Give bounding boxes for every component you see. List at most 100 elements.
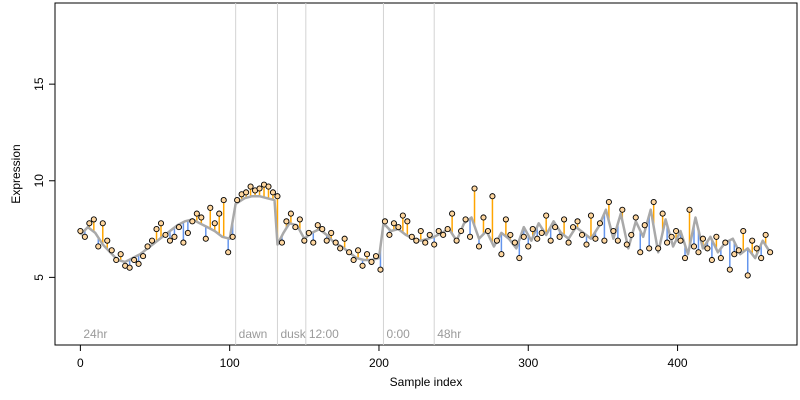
- data-points: [77, 181, 774, 279]
- data-point: [646, 245, 653, 252]
- y-tick-label: 15: [32, 77, 46, 91]
- data-point: [637, 249, 644, 256]
- plot-frame: [54, 2, 798, 346]
- data-point: [471, 185, 478, 192]
- data-point: [368, 258, 375, 265]
- data-point: [753, 245, 760, 252]
- data-point: [655, 245, 662, 252]
- data-point: [95, 243, 102, 250]
- data-point: [166, 237, 174, 244]
- data-point: [614, 237, 621, 244]
- data-point: [525, 243, 532, 250]
- data-point: [444, 226, 451, 233]
- data-point: [296, 216, 303, 223]
- data-point: [229, 233, 236, 240]
- data-point: [565, 239, 572, 246]
- data-point: [583, 241, 590, 248]
- data-point: [538, 229, 545, 236]
- data-point: [359, 262, 366, 269]
- data-point: [346, 249, 353, 256]
- fit-line: [79, 194, 772, 264]
- data-point: [681, 255, 689, 262]
- data-point: [153, 226, 160, 233]
- data-point: [489, 193, 496, 200]
- data-point: [605, 198, 612, 206]
- data-point: [417, 227, 424, 235]
- data-point: [502, 216, 509, 223]
- data-point: [453, 237, 460, 244]
- data-point: [265, 183, 272, 190]
- phase-label: 48hr: [437, 327, 461, 341]
- data-point: [148, 237, 156, 244]
- data-point: [399, 212, 406, 219]
- data-point: [435, 227, 442, 235]
- phase-label: dusk: [280, 327, 306, 341]
- data-point: [431, 241, 438, 248]
- data-point: [767, 249, 774, 256]
- data-point: [117, 251, 124, 258]
- data-point: [498, 251, 505, 258]
- data-point: [596, 220, 603, 227]
- data-point: [104, 237, 111, 244]
- data-point: [466, 233, 474, 240]
- y-axis-title: Expression: [9, 144, 23, 203]
- data-point: [713, 233, 720, 240]
- data-point: [668, 233, 675, 240]
- data-point: [632, 214, 639, 221]
- data-point: [386, 231, 393, 238]
- data-point: [372, 253, 380, 260]
- data-point: [762, 231, 769, 238]
- data-point: [390, 220, 397, 227]
- data-point: [695, 249, 702, 256]
- data-point: [677, 237, 684, 244]
- data-point: [556, 233, 563, 240]
- data-point: [623, 241, 630, 248]
- data-point: [475, 243, 483, 250]
- data-point: [292, 224, 299, 231]
- data-point: [162, 231, 169, 238]
- data-point: [690, 243, 698, 250]
- data-point: [408, 233, 415, 240]
- data-point: [157, 220, 165, 227]
- data-point: [731, 251, 738, 258]
- phase-label: 12:00: [309, 327, 339, 341]
- data-point: [350, 256, 357, 264]
- data-point: [574, 218, 581, 225]
- data-point: [323, 237, 330, 244]
- x-axis: 0 100 200 300 400: [77, 345, 688, 370]
- data-point: [189, 218, 196, 225]
- data-point: [516, 255, 523, 262]
- phase-label: dawn: [239, 327, 268, 341]
- data-point: [552, 224, 559, 231]
- data-point: [520, 233, 527, 240]
- data-point: [758, 255, 765, 262]
- data-point: [319, 226, 326, 233]
- y-axis: 5 10 15: [32, 77, 55, 281]
- data-point: [234, 197, 241, 204]
- data-point: [310, 239, 317, 246]
- data-point: [493, 237, 500, 244]
- x-tick-label: 0: [77, 356, 84, 370]
- data-point: [332, 239, 339, 246]
- data-point: [699, 235, 706, 242]
- data-point: [735, 247, 742, 254]
- data-point: [717, 255, 724, 262]
- data-point: [301, 237, 308, 244]
- data-point: [126, 264, 133, 271]
- data-point: [283, 218, 290, 225]
- data-point: [529, 226, 536, 233]
- data-point: [113, 256, 120, 264]
- data-point: [108, 247, 115, 254]
- data-point: [202, 235, 209, 242]
- data-point: [547, 237, 554, 244]
- data-point: [413, 237, 420, 244]
- data-point: [377, 266, 384, 273]
- data-point: [363, 251, 371, 258]
- data-point: [314, 222, 321, 229]
- data-point: [726, 266, 733, 273]
- data-point: [534, 235, 541, 242]
- data-point: [184, 229, 191, 236]
- data-point: [740, 227, 747, 235]
- x-axis-title: Sample index: [390, 375, 463, 389]
